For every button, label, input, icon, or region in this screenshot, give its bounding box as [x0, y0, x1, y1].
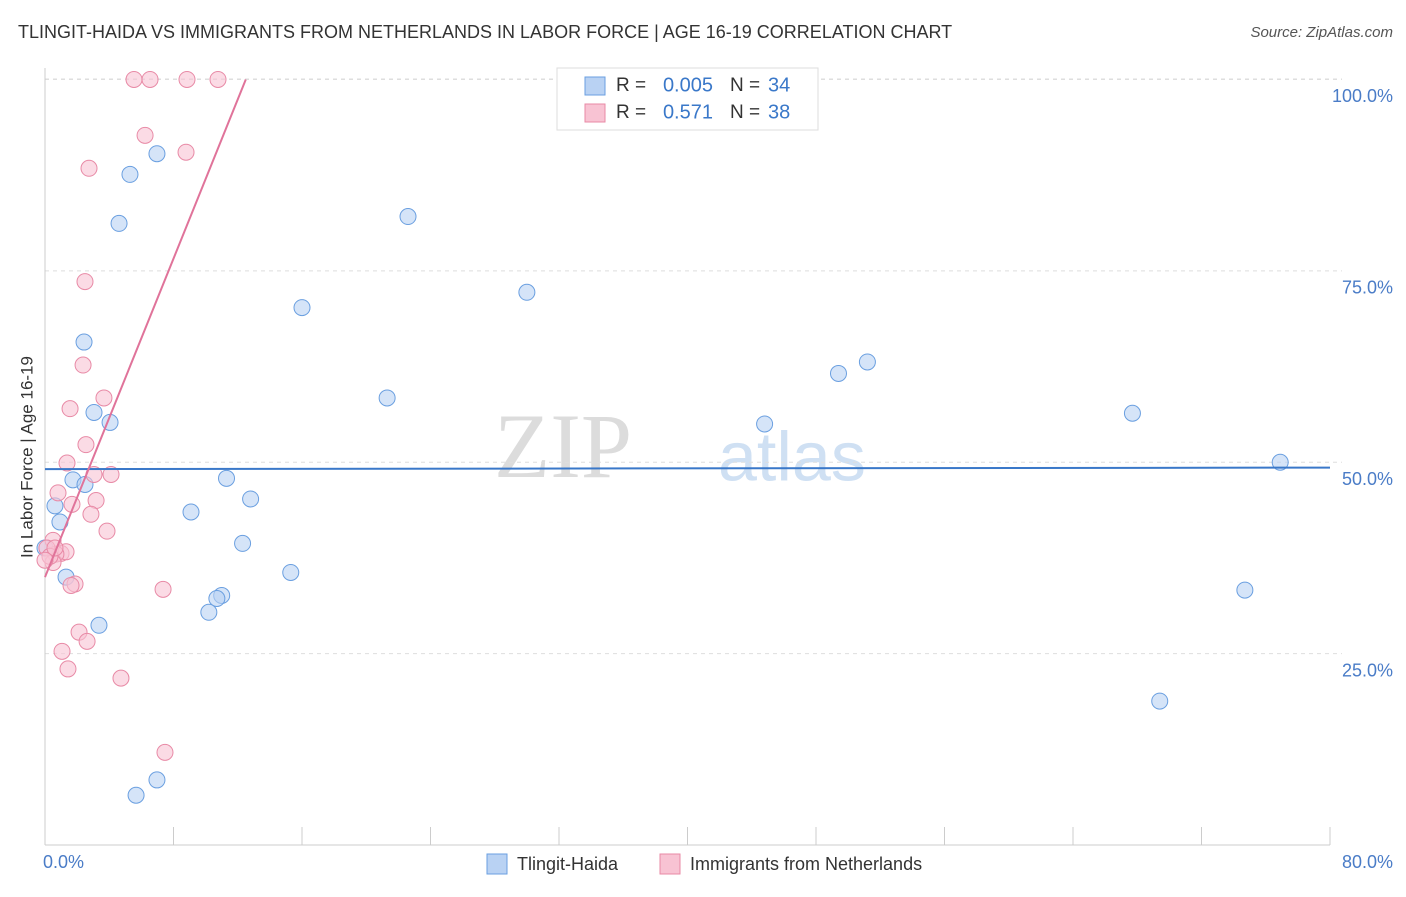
stat-value: 0.571 — [663, 101, 713, 123]
stat-label: R = — [616, 75, 646, 96]
point — [112, 669, 130, 687]
point — [58, 454, 76, 472]
trend-line — [44, 466, 1331, 471]
point — [1123, 404, 1141, 422]
point — [756, 415, 774, 433]
stat-label: N = — [730, 75, 760, 96]
point — [36, 551, 54, 569]
point — [74, 356, 92, 374]
y-tick-label: 75.0% — [1342, 278, 1393, 298]
y-tick-label: 25.0% — [1342, 660, 1393, 680]
stat-value: 0.005 — [663, 74, 713, 96]
stat-label: R = — [616, 102, 646, 123]
point — [49, 484, 67, 502]
point — [156, 743, 174, 761]
point — [218, 469, 236, 487]
point — [98, 522, 116, 540]
point — [209, 70, 227, 88]
point — [85, 403, 103, 421]
point — [1236, 581, 1254, 599]
watermark: atlas — [718, 417, 866, 495]
point — [858, 353, 876, 371]
point — [293, 299, 311, 317]
y-axis-label: In Labor Force | Age 16-19 — [17, 356, 36, 558]
point — [1151, 692, 1169, 710]
point — [282, 563, 300, 581]
point — [76, 273, 94, 291]
point — [61, 400, 79, 418]
point — [59, 660, 77, 678]
point — [141, 70, 159, 88]
stat-label: N = — [730, 102, 760, 123]
point — [399, 208, 417, 226]
point — [177, 143, 195, 161]
point — [1271, 453, 1289, 471]
point — [62, 576, 80, 594]
chart-title: TLINGIT-HAIDA VS IMMIGRANTS FROM NETHERL… — [18, 22, 952, 42]
point — [136, 126, 154, 144]
x-tick-label: 80.0% — [1342, 852, 1393, 872]
point — [378, 389, 396, 407]
point — [208, 590, 226, 608]
point — [95, 389, 113, 407]
point — [110, 214, 128, 232]
point — [82, 505, 100, 523]
stat-value: 34 — [768, 74, 790, 96]
point — [75, 333, 93, 351]
point — [102, 465, 120, 483]
legend-label: Tlingit-Haida — [517, 854, 619, 874]
watermark: ZIP — [494, 395, 632, 497]
point — [182, 503, 200, 521]
point — [154, 580, 172, 598]
point — [121, 165, 139, 183]
legend-label: Immigrants from Netherlands — [690, 854, 922, 874]
point — [125, 70, 143, 88]
point — [53, 642, 71, 660]
point — [77, 436, 95, 454]
source: Source: ZipAtlas.com — [1250, 24, 1393, 41]
point — [80, 159, 98, 177]
y-tick-label: 100.0% — [1332, 86, 1393, 106]
point — [200, 603, 218, 621]
stat-value: 38 — [768, 101, 790, 123]
point — [518, 283, 536, 301]
point — [829, 364, 847, 382]
legend-swatch — [584, 76, 606, 96]
legend-swatch — [659, 853, 681, 875]
point — [78, 632, 96, 650]
point — [127, 786, 145, 804]
point — [90, 616, 108, 634]
x-tick-label: 0.0% — [43, 852, 84, 872]
legend-swatch — [486, 853, 508, 875]
point — [234, 534, 252, 552]
point — [148, 771, 166, 789]
point — [242, 490, 260, 508]
y-tick-label: 50.0% — [1342, 469, 1393, 489]
point — [148, 145, 166, 163]
trend-line — [44, 79, 247, 578]
legend-swatch — [584, 103, 606, 123]
point — [178, 70, 196, 88]
